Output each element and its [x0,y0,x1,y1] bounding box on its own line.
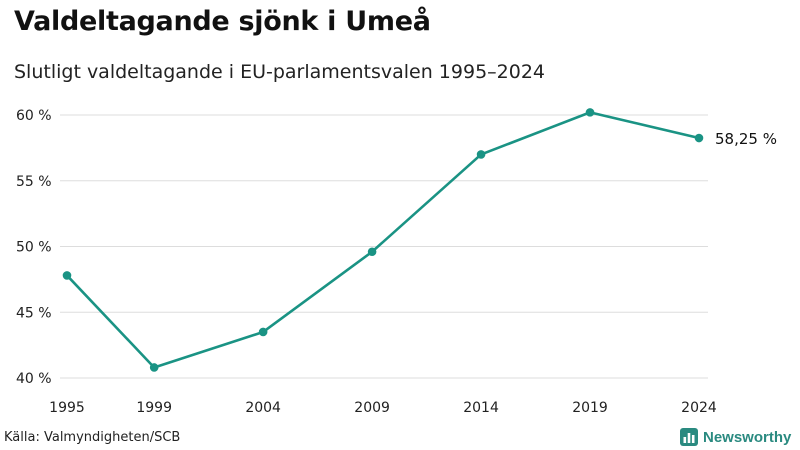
x-tick-label: 2019 [572,400,608,416]
data-point-2004 [258,327,268,337]
series-line [65,111,701,369]
data-point-2014 [476,150,486,159]
x-tick-label: 1999 [136,400,172,416]
x-tick-label: 2004 [245,400,281,416]
data-point-2019 [585,108,595,117]
gridlines [60,114,708,379]
y-tick-label: 40 % [16,371,52,387]
brand-logo: Newsworthy [680,428,791,446]
data-point-1999 [149,363,159,372]
chart-title: Valdeltagande sjönk i Umeå [14,6,431,37]
y-tick-label: 55 % [16,174,52,190]
y-tick-label: 45 % [16,305,52,321]
source-note: Källa: Valmyndigheten/SCB [4,430,181,445]
series-line-group [65,111,701,369]
brand-name: Newsworthy [703,428,792,446]
data-labels: 58,25 % [715,130,777,148]
end-value-label: 58,25 % [715,130,777,148]
bar-chart-icon [680,428,698,446]
x-tick-label: 1995 [49,400,85,416]
y-axis-tick-labels: 40 % 45 % 50 % 55 % 60 % [16,108,52,387]
data-point-2024 [694,133,704,143]
chart-subtitle: Slutligt valdeltagande i EU-parlamentsva… [14,61,546,83]
data-point-1995 [62,271,72,280]
y-tick-label: 60 % [16,108,52,124]
data-points [62,108,704,372]
x-tick-label: 2009 [354,400,390,416]
data-point-2009 [367,247,377,257]
y-tick-label: 50 % [16,240,52,256]
x-axis-tick-labels: 1995 1999 2004 2009 2014 2019 2024 [49,400,717,416]
x-tick-label: 2024 [681,400,717,416]
x-tick-label: 2014 [463,400,499,416]
